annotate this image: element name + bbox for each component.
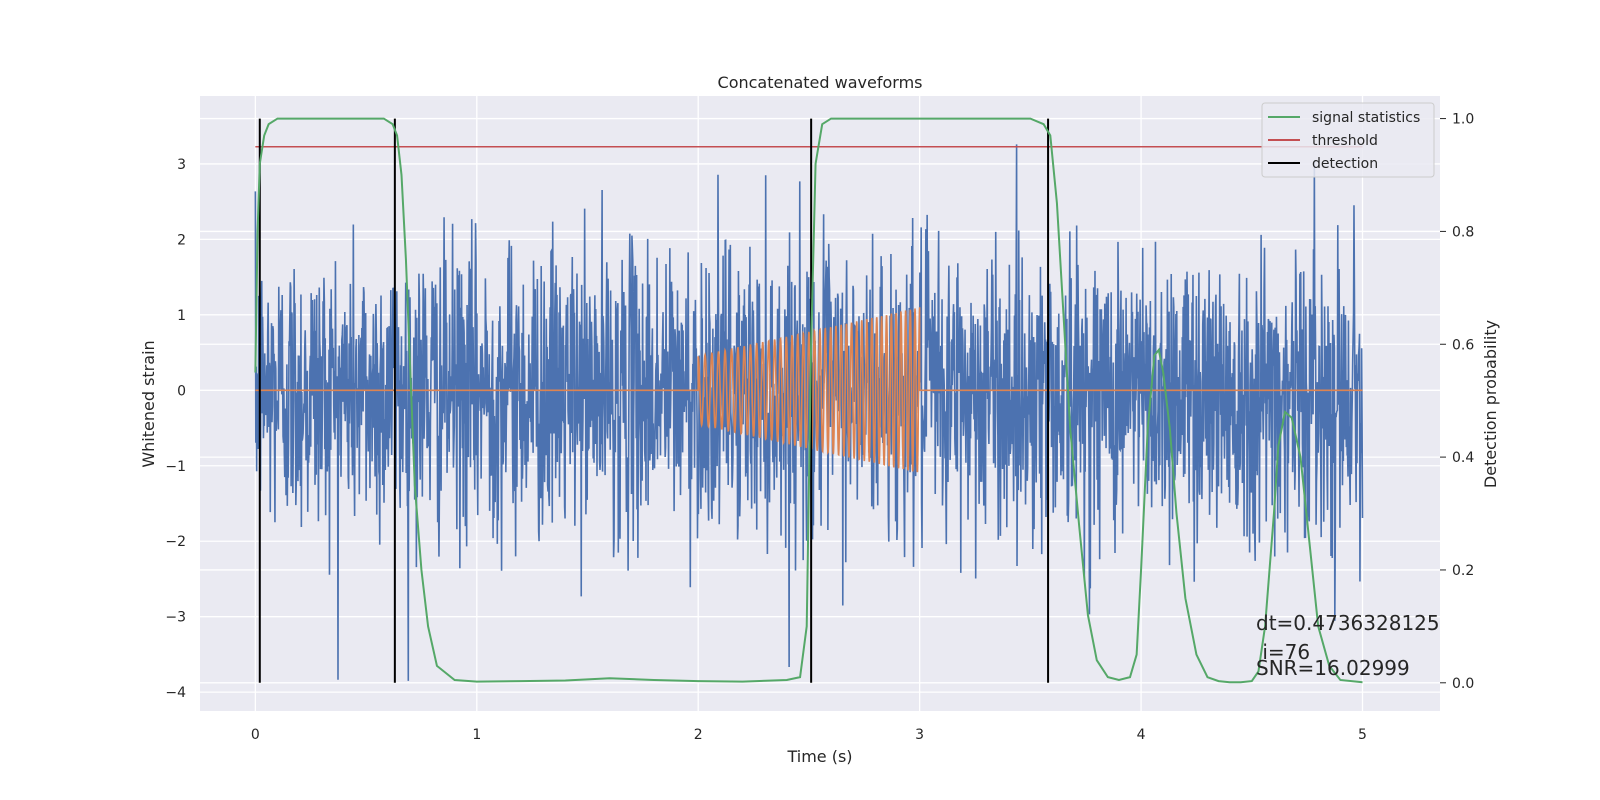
y2-tick-label-1: 0.2 — [1452, 563, 1474, 579]
annotation-line-snr: SNR=16.02999 — [1256, 656, 1410, 680]
template-series — [255, 307, 1363, 473]
y2-tick-label-3: 0.6 — [1452, 337, 1474, 353]
y-axis-ticks: −4 −3 −2 −1 0 1 2 3 — [165, 157, 186, 701]
y2-axis-ticks: 0.0 0.2 0.4 0.6 0.8 1.0 — [1440, 112, 1474, 692]
annotation: dt=0.4736328125 i=76 SNR=16.02999 — [1256, 611, 1440, 680]
y2-tick-label-0: 0.0 — [1452, 676, 1474, 692]
y2-tick-label-4: 0.8 — [1452, 224, 1474, 240]
annotation-line-i: i=76 — [1256, 640, 1310, 664]
x-axis-ticks: 0 1 2 3 4 5 — [251, 727, 1367, 743]
y-tick-label-2: −2 — [165, 534, 186, 550]
legend-label-detection: detection — [1312, 156, 1378, 172]
chart-title: Concatenated waveforms — [718, 73, 923, 92]
x-tick-label-3: 3 — [915, 727, 924, 743]
template-line — [255, 307, 1363, 473]
y-tick-label-6: 2 — [177, 232, 186, 248]
y-tick-label-7: 3 — [177, 157, 186, 173]
x-tick-label-2: 2 — [694, 727, 703, 743]
y-tick-label-1: −3 — [165, 610, 186, 626]
x-tick-label-0: 0 — [251, 727, 260, 743]
legend-label-threshold: threshold — [1312, 133, 1378, 149]
annotation-line-dt: dt=0.4736328125 — [1256, 611, 1440, 635]
y-tick-label-0: −4 — [165, 685, 186, 701]
noise-series — [254, 144, 1364, 681]
y-tick-label-4: 0 — [177, 383, 186, 399]
x-tick-label-4: 4 — [1137, 727, 1146, 743]
y-tick-label-5: 1 — [177, 308, 186, 324]
signal-statistics-line — [254, 117, 1363, 684]
y2-tick-label-2: 0.4 — [1452, 450, 1474, 466]
legend-box — [1261, 102, 1435, 178]
y-tick-label-3: −1 — [165, 459, 186, 475]
y2-tick-label-5: 1.0 — [1452, 112, 1474, 128]
noise-line — [254, 144, 1364, 681]
signal-statistics-series — [254, 117, 1363, 684]
legend-label-signal-statistics: signal statistics — [1312, 110, 1420, 126]
y-axis-label: Whitened strain — [139, 340, 158, 467]
x-tick-label-1: 1 — [472, 727, 481, 743]
x-tick-label-5: 5 — [1358, 727, 1367, 743]
y2-axis-label: Detection probability — [1481, 320, 1500, 488]
x-axis-label: Time (s) — [786, 747, 852, 766]
legend: signal statistics threshold detection — [1261, 102, 1435, 178]
